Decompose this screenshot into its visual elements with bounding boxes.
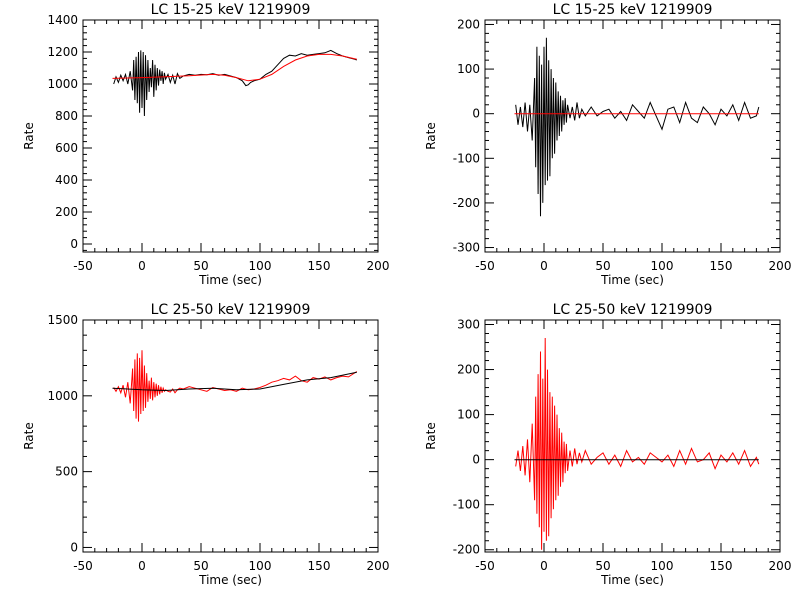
y-tick-label: 300 [457, 318, 480, 332]
x-tick-label: 50 [193, 259, 208, 273]
x-axis-label: Time (sec) [600, 273, 664, 287]
y-tick-label: 500 [55, 465, 78, 479]
plot-frame [484, 319, 781, 553]
y-tick-label: 0 [472, 107, 480, 121]
series-line-data [515, 37, 760, 217]
y-axis-label: Rate [22, 422, 36, 450]
x-tick-label: 200 [769, 259, 792, 273]
x-tick-label: 200 [367, 559, 390, 573]
chart-title: LC 15-25 keV 1219909 [553, 2, 713, 18]
x-tick-label: 150 [308, 259, 331, 273]
series-line-data [113, 350, 358, 422]
y-tick-label: 800 [55, 109, 78, 123]
y-axis-label: Rate [424, 122, 438, 150]
series-line-data [515, 337, 760, 550]
x-tick-label: 50 [595, 559, 610, 573]
chart-panel-bottom-right: -50 0 50 100 150 200 -200 -100 0 100 200 300 LC 25-5… [424, 302, 791, 587]
x-tick-label: 150 [308, 559, 331, 573]
y-tick-label: 200 [457, 363, 480, 377]
chart-title: LC 15-25 keV 1219909 [151, 2, 311, 18]
y-tick-label: 400 [55, 173, 78, 187]
y-axis-label: Rate [22, 122, 36, 150]
y-tick-label: 1500 [47, 313, 78, 327]
x-tick-label: -50 [475, 259, 495, 273]
x-tick-label: 200 [367, 259, 390, 273]
x-tick-label: 50 [595, 259, 610, 273]
plot-frame [484, 19, 781, 253]
plot-frame [82, 19, 379, 253]
x-tick-label: 0 [138, 259, 146, 273]
y-axis-label: Rate [424, 422, 438, 450]
x-tick-label: 0 [540, 259, 548, 273]
x-tick-label: -50 [73, 259, 93, 273]
x-tick-label: 100 [651, 559, 674, 573]
y-tick-label: -100 [453, 151, 480, 165]
x-axis-label: Time (sec) [600, 573, 664, 587]
y-tick-label: 1000 [47, 77, 78, 91]
chart-panel-top-right: -50 0 50 100 150 200 -300 -200 -100 0 100 200 LC 15-… [424, 2, 791, 287]
x-tick-label: 0 [138, 559, 146, 573]
y-tick-label: 1400 [47, 13, 78, 27]
x-tick-label: 0 [540, 559, 548, 573]
y-tick-label: 1000 [47, 389, 78, 403]
chart-panel-top-left: -50 0 50 100 150 200 0 200 400 600 800 1000 1200 1400… [22, 2, 389, 287]
series-line-model [112, 371, 357, 392]
y-tick-label: 100 [457, 62, 480, 76]
y-tick-label: 200 [55, 205, 78, 219]
x-tick-label: 100 [249, 259, 272, 273]
y-tick-label: -100 [453, 498, 480, 512]
chart-title: LC 25-50 keV 1219909 [151, 302, 311, 318]
chart-panel-bottom-left: -50 0 50 100 150 200 0 500 1000 1500 LC 25-50 keV … [22, 302, 389, 587]
x-tick-label: -50 [73, 559, 93, 573]
y-tick-label: 0 [70, 237, 78, 251]
x-axis-label: Time (sec) [198, 573, 262, 587]
y-tick-label: 0 [70, 540, 78, 554]
y-tick-label: 200 [457, 17, 480, 31]
series-line-data [113, 49, 357, 117]
x-tick-label: 100 [249, 559, 272, 573]
x-tick-label: -50 [475, 559, 495, 573]
series-line-model [112, 53, 357, 82]
y-tick-label: -200 [453, 196, 480, 210]
x-tick-label: 200 [769, 559, 792, 573]
y-tick-label: 0 [472, 453, 480, 467]
x-axis-label: Time (sec) [198, 273, 262, 287]
chart-title: LC 25-50 keV 1219909 [553, 302, 713, 318]
y-tick-label: 1200 [47, 45, 78, 59]
plot-frame [82, 319, 379, 553]
x-tick-label: 150 [710, 559, 733, 573]
y-tick-label: -200 [453, 543, 480, 557]
x-tick-label: 50 [193, 559, 208, 573]
y-tick-label: -300 [453, 241, 480, 255]
x-tick-label: 150 [710, 259, 733, 273]
x-tick-label: 100 [651, 259, 674, 273]
y-tick-label: 100 [457, 408, 480, 422]
y-tick-label: 600 [55, 141, 78, 155]
